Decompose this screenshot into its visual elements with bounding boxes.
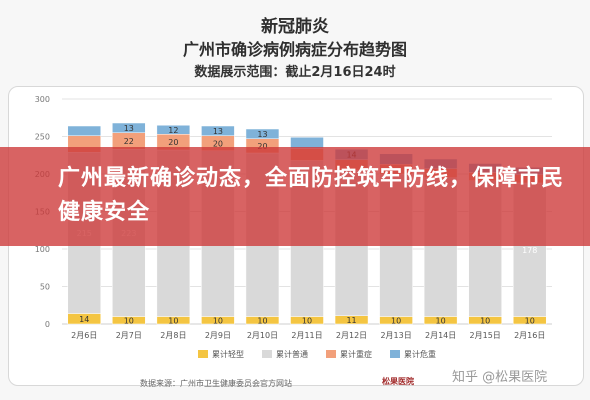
legend-item-critical: 累计危重 xyxy=(390,346,436,362)
data-source-text: 数据来源：广州市卫生健康委员会官方网站 xyxy=(140,379,292,388)
bar-data-label: 11 xyxy=(346,316,356,325)
bar-data-label: 20 xyxy=(257,142,267,151)
x-tick-label: 2月6日 xyxy=(71,331,97,340)
data-range-text: 数据展示范围：截止2月16日24时 xyxy=(194,65,396,80)
bar-data-label: 10 xyxy=(391,316,401,325)
legend-swatch-severe xyxy=(326,350,336,358)
legend-swatch-mild xyxy=(198,350,208,358)
bar-data-label: 10 xyxy=(213,316,223,325)
bar-data-label: 10 xyxy=(257,316,267,325)
legend-item-mild: 累计轻型 xyxy=(198,346,244,362)
bar-data-label: 12 xyxy=(168,126,178,135)
y-tick-label: 50 xyxy=(40,283,50,292)
y-tick-label: 250 xyxy=(35,133,50,142)
legend-item-normal: 累计普通 xyxy=(262,346,308,362)
bar-data-label: 22 xyxy=(124,137,134,146)
bar-data-label: 13 xyxy=(213,127,223,136)
bar-data-label: 10 xyxy=(302,316,312,325)
bar-segment xyxy=(245,128,280,139)
y-tick-label: 0 xyxy=(45,320,50,329)
bar-data-label: 13 xyxy=(257,130,267,139)
bar-data-label: 14 xyxy=(79,315,89,324)
legend: 累计轻型 累计普通 累计重症 累计危重 xyxy=(198,346,436,362)
x-tick-label: 2月16日 xyxy=(514,331,545,340)
bar-data-label: 10 xyxy=(168,316,178,325)
x-tick-label: 2月13日 xyxy=(380,331,411,340)
x-tick-label: 2月12日 xyxy=(336,331,367,340)
bar-data-label: 10 xyxy=(124,316,134,325)
bar-data-label: 13 xyxy=(124,124,134,133)
legend-swatch-critical xyxy=(390,350,400,358)
x-tick-label: 2月10日 xyxy=(247,331,278,340)
legend-item-severe: 累计重症 xyxy=(326,346,372,362)
y-tick-label: 100 xyxy=(35,245,50,254)
x-tick-label: 2月14日 xyxy=(425,331,456,340)
bar-data-label: 10 xyxy=(480,316,490,325)
bar-data-label: 10 xyxy=(525,316,535,325)
bar-data-label: 10 xyxy=(436,316,446,325)
x-tick-label: 2月8日 xyxy=(160,331,186,340)
bar-segment xyxy=(201,125,235,136)
bar-data-label: 178 xyxy=(522,246,537,255)
x-tick-label: 2月15日 xyxy=(470,331,501,340)
watermark-text: 知乎 @松果医院 xyxy=(452,370,548,385)
y-tick-label: 300 xyxy=(35,95,50,104)
chart-subtitle: 广州市确诊病例病症分布趋势图 xyxy=(182,40,407,59)
legend-swatch-normal xyxy=(262,350,272,358)
bar-data-label: 20 xyxy=(213,139,223,148)
chart-title: 新冠肺炎 xyxy=(261,17,329,37)
x-tick-label: 2月11日 xyxy=(291,331,322,340)
brand-logo-text: 松果医院 xyxy=(382,377,414,386)
bar-segment xyxy=(112,122,146,133)
headline-banner xyxy=(0,147,590,246)
bar-data-label: 20 xyxy=(168,138,178,147)
bar-segment xyxy=(156,125,191,135)
x-tick-label: 2月7日 xyxy=(116,331,142,340)
bar-segment xyxy=(67,125,102,136)
headline-text: 广州最新确诊动态，全面防控筑牢防线，保障市民健康安全 xyxy=(58,166,565,225)
x-tick-label: 2月9日 xyxy=(205,331,231,340)
